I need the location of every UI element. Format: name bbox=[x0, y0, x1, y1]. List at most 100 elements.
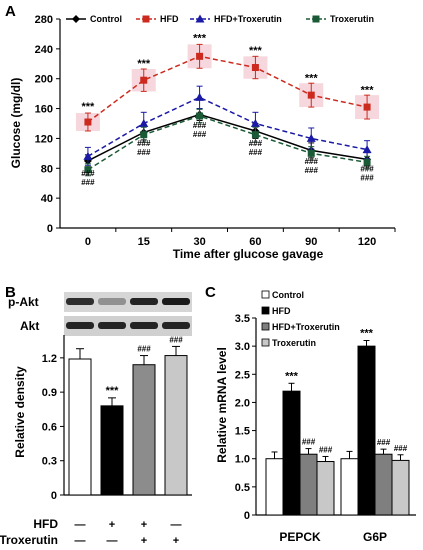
legend-label: HFD+Troxerutin bbox=[272, 322, 340, 332]
y-tick-label: 0 bbox=[51, 490, 57, 502]
data-point bbox=[363, 158, 371, 166]
panel-a-legend: Control HFD HFD+Troxerutin Troxerutin bbox=[66, 14, 374, 24]
x-tick-label: 30 bbox=[193, 236, 205, 248]
blot-band bbox=[162, 322, 190, 329]
data-point bbox=[306, 133, 316, 142]
blot-band bbox=[162, 298, 190, 305]
significance-label: ### bbox=[137, 139, 151, 148]
panel-letter-a: A bbox=[5, 3, 16, 20]
blot-band bbox=[130, 322, 158, 329]
y-tick-label: 0.6 bbox=[42, 421, 57, 433]
significance-label: *** bbox=[305, 73, 319, 85]
panel-c-legend: Control HFD HFD+Troxerutin Troxerutin bbox=[261, 290, 340, 348]
blot-band bbox=[98, 298, 126, 305]
legend-label: Troxerutin bbox=[272, 338, 316, 348]
blot-band bbox=[66, 298, 94, 305]
series-hfd bbox=[75, 43, 380, 132]
significance-label: ### bbox=[137, 148, 151, 157]
data-point bbox=[139, 119, 149, 127]
bar bbox=[299, 453, 318, 516]
significance-label: *** bbox=[361, 85, 375, 97]
data-point bbox=[251, 64, 259, 72]
significance-label: ### bbox=[193, 121, 207, 130]
legend-marker bbox=[142, 15, 150, 23]
series-line bbox=[87, 115, 368, 171]
panel-a-annotations: ******************######################… bbox=[81, 32, 374, 186]
data-point bbox=[84, 166, 92, 174]
bar bbox=[391, 459, 410, 516]
condition-value: + bbox=[141, 519, 147, 531]
legend-marker bbox=[312, 15, 320, 23]
panel-b-condition-table: HFD — + + — Troxerutin — — + + bbox=[0, 517, 182, 547]
bar bbox=[100, 405, 124, 496]
y-tick-label: 200 bbox=[35, 74, 53, 86]
y-tick-label: 0 bbox=[47, 223, 53, 235]
y-tick-label: 160 bbox=[35, 104, 53, 116]
condition-value: — bbox=[75, 535, 86, 547]
condition-label: Troxerutin bbox=[0, 533, 58, 547]
series-line bbox=[87, 96, 368, 157]
data-point bbox=[251, 131, 259, 139]
legend-marker bbox=[195, 14, 205, 23]
y-tick-label: 280 bbox=[35, 14, 53, 26]
y-tick-label: 0.9 bbox=[42, 387, 57, 399]
significance-label: ### bbox=[302, 438, 316, 447]
significance-label: *** bbox=[360, 328, 374, 340]
legend-swatch bbox=[261, 290, 270, 299]
y-tick-label: 2.0 bbox=[235, 397, 250, 409]
x-tick-label: 120 bbox=[358, 236, 376, 248]
panel-a-axes: 0 40 80 120 160 200 240 280 0 15 30 60 90 120 bbox=[35, 14, 396, 248]
legend-label: HFD bbox=[272, 306, 291, 316]
significance-label: ### bbox=[249, 139, 263, 148]
condition-value: — bbox=[171, 519, 182, 531]
legend-label: Control bbox=[90, 14, 122, 24]
blot-label: p-Akt bbox=[8, 295, 39, 309]
significance-label: ### bbox=[360, 164, 374, 173]
significance-label: ### bbox=[394, 444, 408, 453]
legend-label: Control bbox=[272, 290, 304, 300]
blot-band bbox=[130, 298, 158, 305]
series-line bbox=[87, 113, 368, 162]
panel-c-axes: 0 0.5 1.0 1.5 2.0 2.5 3.0 3.5 PEPCK G6P bbox=[235, 313, 416, 544]
blot-band bbox=[98, 322, 126, 329]
legend-label: HFD bbox=[160, 14, 179, 24]
significance-label: ### bbox=[81, 178, 95, 187]
data-point bbox=[196, 52, 204, 60]
data-point bbox=[307, 149, 315, 157]
panel-c-bars: ***######***###### bbox=[265, 328, 410, 516]
data-point bbox=[362, 145, 372, 154]
bar bbox=[132, 364, 156, 496]
series-control bbox=[83, 108, 372, 168]
legend-swatch bbox=[261, 338, 270, 347]
panel-b-y-axis-title: Relative density bbox=[13, 366, 27, 458]
significance-label: ### bbox=[193, 130, 207, 139]
y-tick-label: 0.5 bbox=[235, 482, 250, 494]
data-point bbox=[140, 131, 148, 139]
panel-b-bars: *** ### ### bbox=[68, 335, 188, 496]
data-point bbox=[250, 119, 260, 127]
bar bbox=[282, 390, 301, 516]
data-point bbox=[84, 118, 92, 126]
x-tick-label: 15 bbox=[138, 236, 150, 248]
significance-label: ### bbox=[137, 345, 151, 354]
significance-label: *** bbox=[249, 45, 263, 57]
significance-label: ### bbox=[305, 157, 319, 166]
data-point bbox=[307, 91, 315, 99]
legend-label: Troxerutin bbox=[330, 14, 374, 24]
condition-value: + bbox=[173, 535, 179, 547]
significance-label: *** bbox=[285, 370, 299, 382]
series-troxerutin bbox=[84, 108, 371, 177]
y-tick-label: 240 bbox=[35, 44, 53, 56]
significance-label: ### bbox=[249, 148, 263, 157]
y-tick-label: 1.2 bbox=[42, 353, 57, 365]
panel-b-western-blot: p-Akt Akt bbox=[8, 292, 192, 336]
y-tick-label: 2.5 bbox=[235, 369, 250, 381]
bar bbox=[164, 355, 188, 496]
significance-label: *** bbox=[81, 101, 95, 113]
panel-letter-b: B bbox=[5, 284, 16, 301]
bar bbox=[316, 461, 335, 516]
legend-swatch bbox=[261, 322, 270, 331]
data-point bbox=[195, 92, 205, 101]
panel-a-y-axis-title: Glucose (mg/dl) bbox=[9, 78, 23, 169]
